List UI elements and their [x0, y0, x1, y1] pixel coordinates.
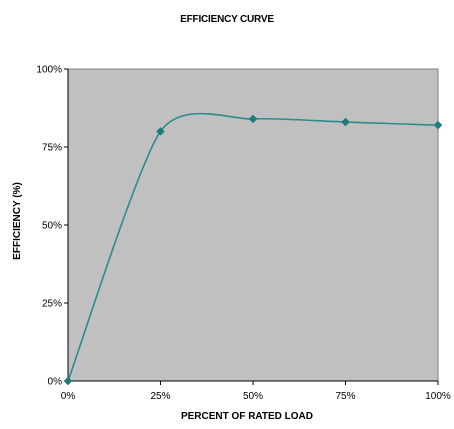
x-tick-label: 25%	[150, 391, 170, 402]
data-point-marker	[433, 120, 443, 130]
x-tick-label: 75%	[335, 391, 355, 402]
y-tick-label: 0%	[48, 377, 63, 388]
y-tick-label: 100%	[36, 65, 62, 76]
x-tick-label: 0%	[61, 391, 76, 402]
data-point-marker	[156, 127, 165, 136]
y-tick-label: 50%	[42, 221, 62, 232]
data-point-marker	[248, 114, 258, 124]
data-point-marker	[341, 117, 350, 127]
data-point-marker	[63, 376, 73, 386]
chart-title: EFFICIENCY CURVE	[180, 14, 274, 25]
x-tick-label: 50%	[243, 391, 263, 402]
y-tick-label: 25%	[42, 299, 62, 310]
y-tick-label: 75%	[42, 143, 62, 154]
series-line	[67, 112, 439, 382]
x-axis-label: PERCENT OF RATED LOAD	[180, 411, 314, 422]
x-tick-label: 100%	[425, 391, 451, 402]
